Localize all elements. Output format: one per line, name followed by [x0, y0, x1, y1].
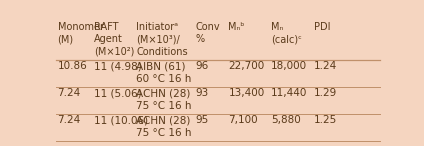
- Text: RAFT
Agent
(M×10²): RAFT Agent (M×10²): [94, 22, 134, 57]
- Text: PDI: PDI: [314, 22, 330, 32]
- Text: Monomer
(M): Monomer (M): [58, 22, 103, 44]
- Text: 5,880: 5,880: [271, 115, 301, 125]
- Text: 93: 93: [195, 88, 209, 98]
- Text: 96: 96: [195, 61, 209, 71]
- Text: Conv
%: Conv %: [195, 22, 220, 44]
- Text: Mₙᵇ: Mₙᵇ: [229, 22, 245, 32]
- Text: ACHN (28)
75 °C 16 h: ACHN (28) 75 °C 16 h: [137, 115, 192, 138]
- Text: 1.29: 1.29: [314, 88, 337, 98]
- Text: 11,440: 11,440: [271, 88, 307, 98]
- Text: 11 (10.06): 11 (10.06): [94, 115, 148, 125]
- Text: AIBN (61)
60 °C 16 h: AIBN (61) 60 °C 16 h: [137, 61, 192, 84]
- Text: 11 (5.06): 11 (5.06): [94, 88, 141, 98]
- Text: 95: 95: [195, 115, 209, 125]
- Text: ACHN (28)
75 °C 16 h: ACHN (28) 75 °C 16 h: [137, 88, 192, 111]
- Text: Mₙ
(calc)ᶜ: Mₙ (calc)ᶜ: [271, 22, 302, 44]
- Text: 1.24: 1.24: [314, 61, 337, 71]
- Text: 10.86: 10.86: [58, 61, 87, 71]
- Text: Initiatorᵃ
(M×10³)/
Conditions: Initiatorᵃ (M×10³)/ Conditions: [137, 22, 188, 57]
- Text: 22,700: 22,700: [229, 61, 265, 71]
- Text: 7.24: 7.24: [58, 88, 81, 98]
- Text: 7,100: 7,100: [229, 115, 258, 125]
- Text: 13,400: 13,400: [229, 88, 265, 98]
- Text: 7.24: 7.24: [58, 115, 81, 125]
- Text: 1.25: 1.25: [314, 115, 337, 125]
- Text: 18,000: 18,000: [271, 61, 307, 71]
- Text: 11 (4.98): 11 (4.98): [94, 61, 142, 71]
